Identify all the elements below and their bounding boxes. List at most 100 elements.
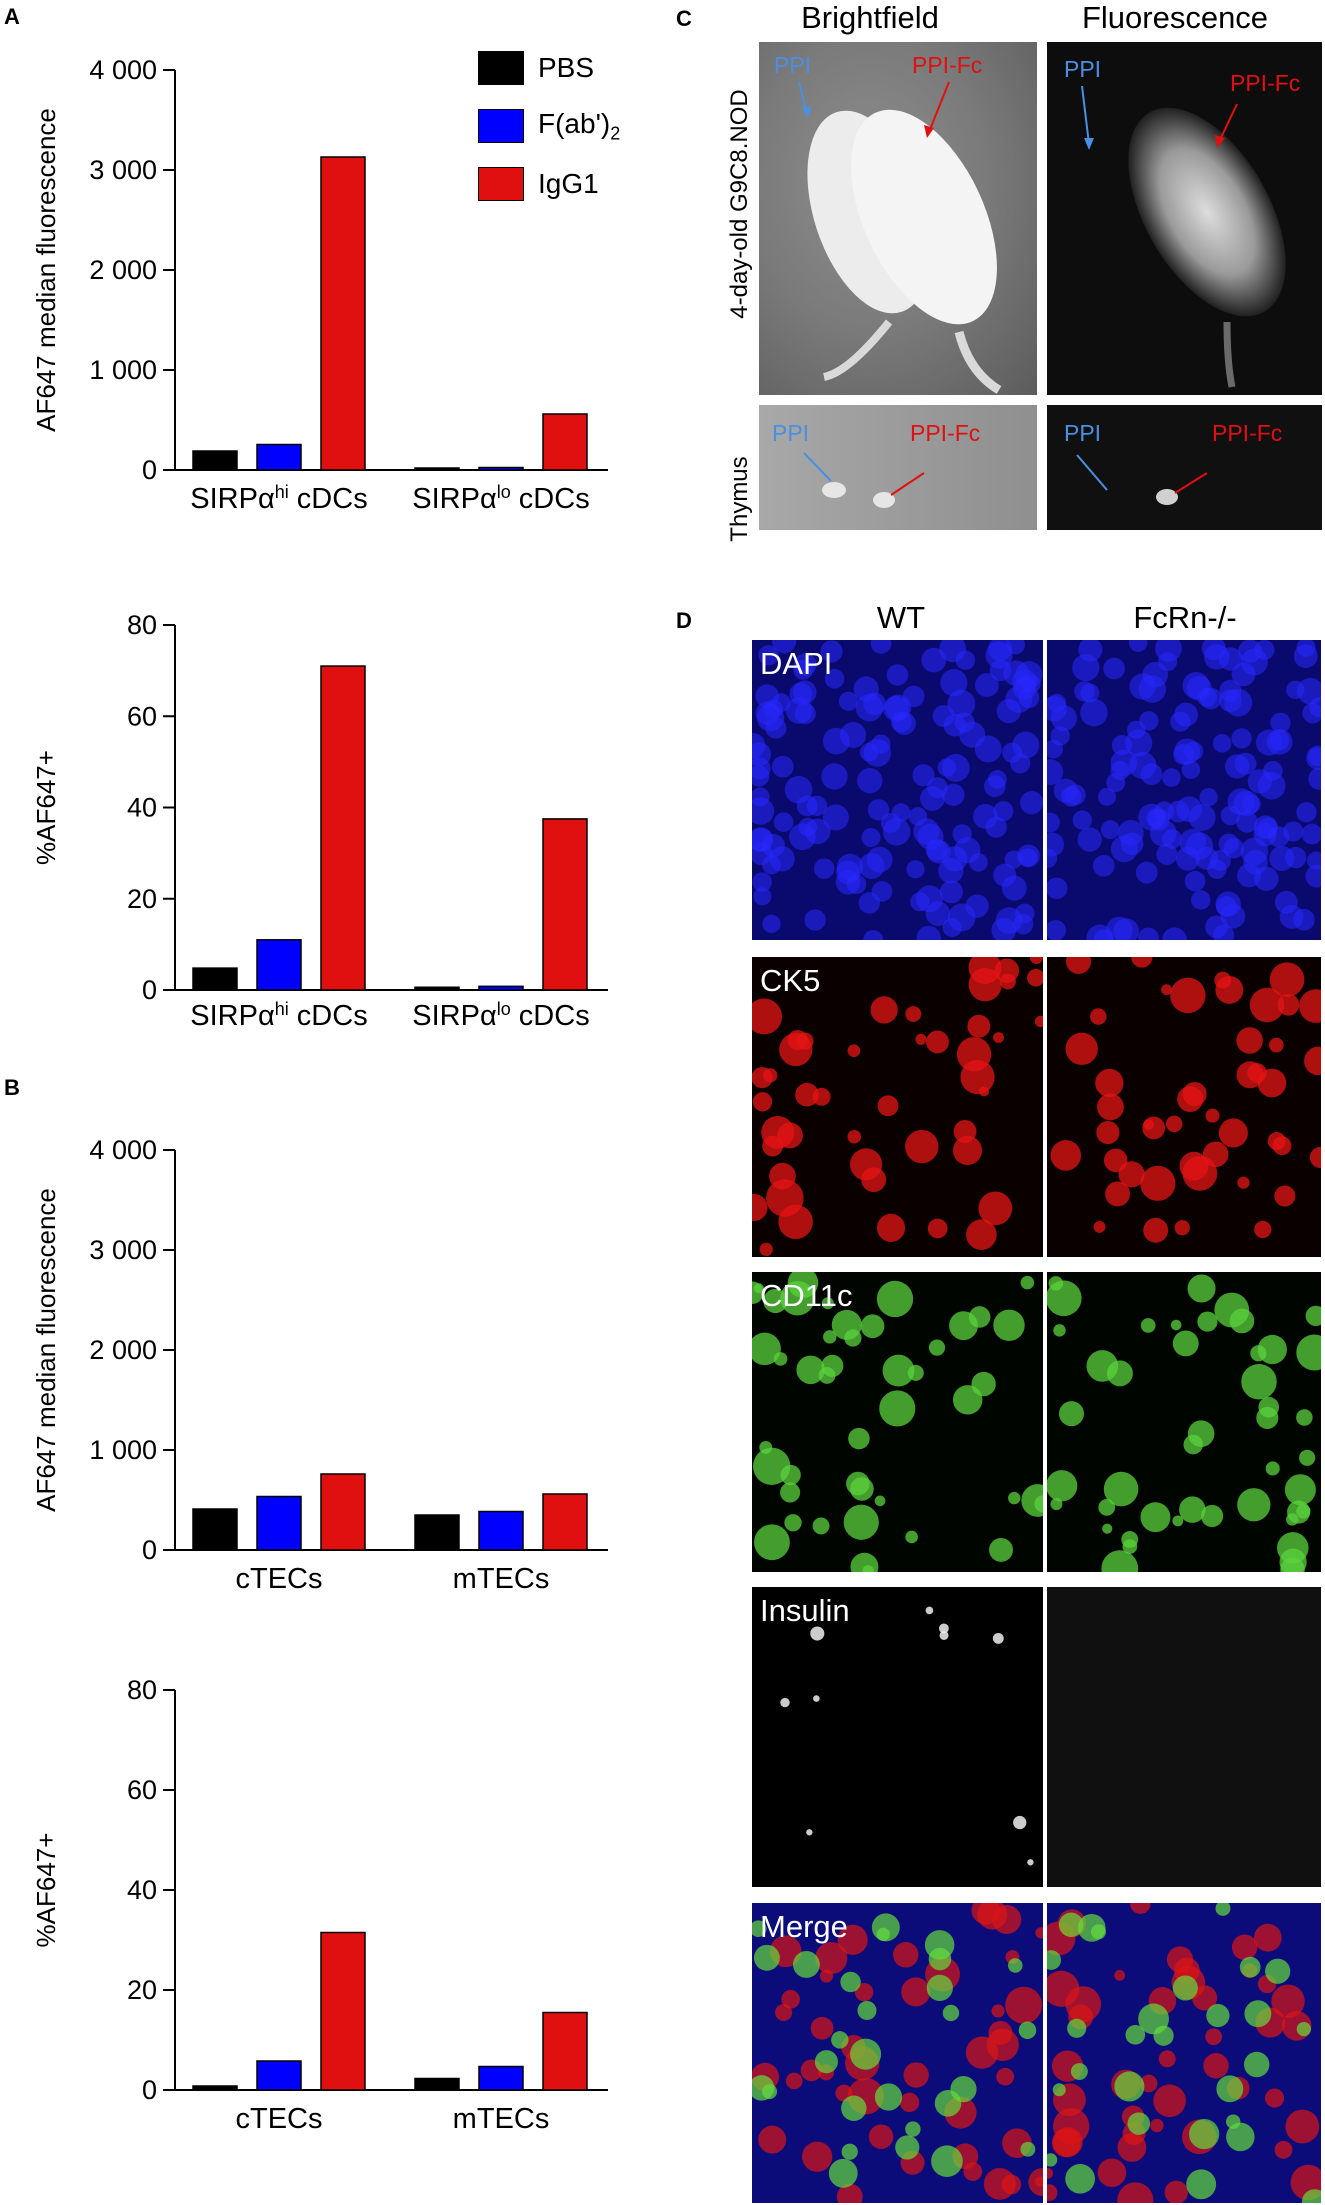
micro-cell xyxy=(905,1129,939,1164)
micro-cell xyxy=(1092,854,1115,877)
micro-cell xyxy=(752,797,775,825)
y-tick-label: 3 000 xyxy=(89,155,157,185)
micro-cell xyxy=(843,1504,879,1540)
micro-cell xyxy=(1129,751,1157,780)
micro-cell xyxy=(1122,1539,1138,1554)
micro-cell xyxy=(1296,1409,1313,1426)
micro-cell xyxy=(1240,648,1268,676)
micro-cell xyxy=(1197,1311,1218,1332)
micro-cell xyxy=(986,2028,1019,2061)
micro-cell xyxy=(939,1630,949,1641)
micro-cell-green xyxy=(841,2143,858,2160)
micro-cell xyxy=(1140,1502,1171,1533)
micro-cell xyxy=(870,996,898,1024)
micro-cell-green xyxy=(1215,1903,1231,1916)
micro-cell xyxy=(1047,812,1060,833)
micro-cell xyxy=(1047,2184,1058,2201)
micro-cell xyxy=(771,755,794,778)
micro-cell xyxy=(1162,927,1187,940)
micro-cell xyxy=(752,1066,773,1089)
micro-cell-green xyxy=(926,1974,953,2001)
micro-cell xyxy=(1237,1488,1271,1522)
micro-cell xyxy=(989,1537,1014,1562)
micro-cell xyxy=(1237,1176,1250,1189)
micro-cell xyxy=(773,1352,788,1366)
micro-cell xyxy=(1162,768,1181,787)
micro-cell-green xyxy=(1008,1958,1023,1973)
micro-cell xyxy=(1098,1499,1116,1516)
micro-cell-green xyxy=(840,1971,861,1993)
micro-cell xyxy=(973,803,998,829)
micro-cell xyxy=(1215,896,1237,917)
micro-cell-green xyxy=(1070,2063,1088,2080)
micro-cell xyxy=(1256,1406,1279,1429)
legend-label-fab-sub: 2 xyxy=(610,123,621,144)
micro-cell xyxy=(871,734,891,754)
bar xyxy=(414,2077,460,2091)
micro-cell xyxy=(1001,2174,1022,2195)
micro-cell-green xyxy=(752,1920,767,1937)
micro-cell-green xyxy=(753,1944,780,1971)
micro-cell xyxy=(984,775,1006,798)
micro-cell xyxy=(1118,1161,1145,1188)
fluorescence-ppi-fc-label: PPI-Fc xyxy=(1230,70,1301,96)
micro-cell xyxy=(1223,838,1245,859)
micro-cell xyxy=(1131,957,1153,968)
chart-a-median-fluorescence: 0 1 000 2 000 3 000 4 000 AF647 median fluore… xyxy=(31,55,608,515)
micro-cell xyxy=(1227,788,1255,816)
micro-cell xyxy=(876,1213,906,1242)
y-tick-label: 80 xyxy=(127,1675,157,1705)
micro-cell xyxy=(771,640,797,654)
micro-cell xyxy=(758,2125,787,2154)
micro-cell xyxy=(893,1942,919,1968)
micro-cell xyxy=(784,1514,802,1532)
thymus-fl-ppi-label: PPI xyxy=(1064,420,1102,446)
micro-cell xyxy=(802,2141,833,2172)
micro-cell xyxy=(1100,820,1120,840)
micro-cell xyxy=(899,2092,920,2113)
micro-cell-green xyxy=(1127,2112,1151,2135)
micro-cell xyxy=(1034,1015,1043,1028)
micro-cell-green xyxy=(1047,1950,1062,1970)
y-tick-label: 1 000 xyxy=(89,1435,157,1465)
micro-cell xyxy=(991,917,1017,940)
micro-cell xyxy=(1207,859,1227,880)
micro-cell xyxy=(1191,890,1211,910)
micro-cell xyxy=(1241,1363,1277,1400)
y-tick-label: 4 000 xyxy=(89,55,157,85)
micro-cell xyxy=(1090,1008,1107,1025)
micro-cell xyxy=(966,1219,997,1250)
micro-cell xyxy=(1097,1093,1124,1121)
micro-cell xyxy=(780,1280,815,1316)
micro-cell xyxy=(1296,640,1316,657)
micro-cell xyxy=(1050,1140,1082,1171)
micro-cell xyxy=(1008,1491,1021,1505)
micro-cell xyxy=(1018,687,1040,709)
bar xyxy=(478,985,524,991)
micro-cd11c-wt: CD11c xyxy=(752,1272,1043,1572)
micro-texture xyxy=(752,1903,1043,2203)
bar xyxy=(320,1473,366,1551)
micro-cell-green xyxy=(895,2135,920,2160)
micro-cell-green xyxy=(1265,1958,1291,1984)
micro-cell xyxy=(1237,863,1261,888)
micro-cell xyxy=(769,1162,796,1190)
micro-merge-fcrn-ko xyxy=(1047,1903,1321,2203)
micro-cell xyxy=(952,1135,983,1165)
micro-cell-green xyxy=(1020,2141,1036,2157)
micro-cell xyxy=(938,1623,949,1634)
micro-cell xyxy=(778,1204,813,1240)
col-fcrn-ko: FcRn-/- xyxy=(1133,600,1237,635)
micro-cell xyxy=(925,1606,934,1615)
micro-cell xyxy=(1253,1923,1282,1952)
micro-cell xyxy=(905,1006,922,1022)
micro-cell-green xyxy=(1067,2018,1087,2038)
micro-texture xyxy=(1047,1274,1321,1572)
micro-cell xyxy=(1197,687,1217,708)
row-label-thymus: Thymus xyxy=(726,456,753,542)
micro-cell xyxy=(1005,1986,1043,2024)
panel-letter-d: D xyxy=(676,608,692,633)
micro-cell xyxy=(847,1044,861,1058)
micro-cell xyxy=(959,721,986,748)
legend-label-fab-wrap: F(ab')2 xyxy=(538,108,620,145)
